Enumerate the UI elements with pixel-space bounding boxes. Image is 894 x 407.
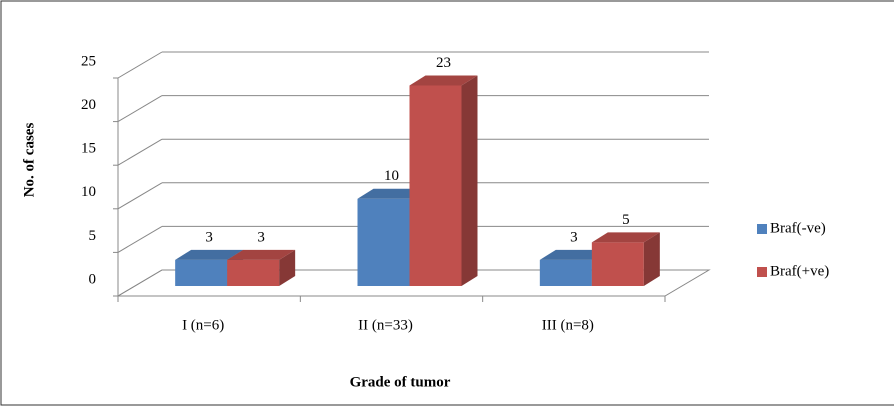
y-tick-label: 0 [89, 271, 97, 287]
bar-top [175, 249, 244, 260]
grid-line [117, 182, 163, 210]
bar-front [357, 198, 410, 286]
data-label: 10 [384, 168, 399, 184]
bar-side [279, 249, 296, 286]
bar-front [409, 85, 462, 286]
data-label: 23 [436, 55, 451, 71]
data-label: 3 [257, 229, 265, 245]
x-tick-label: II (n=33) [358, 317, 413, 333]
bar-side [643, 232, 660, 286]
legend-swatch [757, 267, 767, 277]
data-label: 5 [622, 212, 630, 228]
grid-line [117, 138, 163, 166]
data-label: 3 [205, 229, 213, 245]
grid-line [117, 225, 163, 253]
bar-front [591, 242, 644, 286]
bar [409, 75, 478, 286]
x-axis-title: Grade of tumor [350, 374, 451, 390]
y-tick-label: 5 [89, 228, 97, 244]
grid-line [117, 269, 163, 297]
y-tick-label: 25 [81, 53, 96, 69]
bar [591, 232, 660, 286]
grid-line [117, 51, 163, 79]
bar-front [175, 259, 228, 286]
legend-label: Braf(-ve) [770, 220, 826, 236]
y-tick-label: 10 [81, 184, 96, 200]
bar-front [539, 259, 592, 286]
bar-top [357, 188, 426, 199]
x-tick-label: III (n=8) [542, 317, 594, 333]
bar-top [539, 249, 608, 260]
bar-top [227, 249, 296, 260]
grid-line [117, 95, 163, 123]
x-tick-label: I (n=6) [182, 317, 224, 333]
data-label: 3 [570, 229, 578, 245]
bar [227, 249, 296, 286]
y-axis-title: No. of cases [21, 123, 37, 198]
bar-top [409, 75, 478, 86]
bar-top [591, 232, 660, 243]
bar-side [461, 75, 478, 286]
legend-swatch [757, 224, 767, 234]
legend-label: Braf(+ve) [770, 263, 829, 279]
bar-front [227, 259, 280, 286]
y-tick-label: 15 [81, 141, 96, 157]
y-tick-label: 20 [81, 97, 96, 113]
